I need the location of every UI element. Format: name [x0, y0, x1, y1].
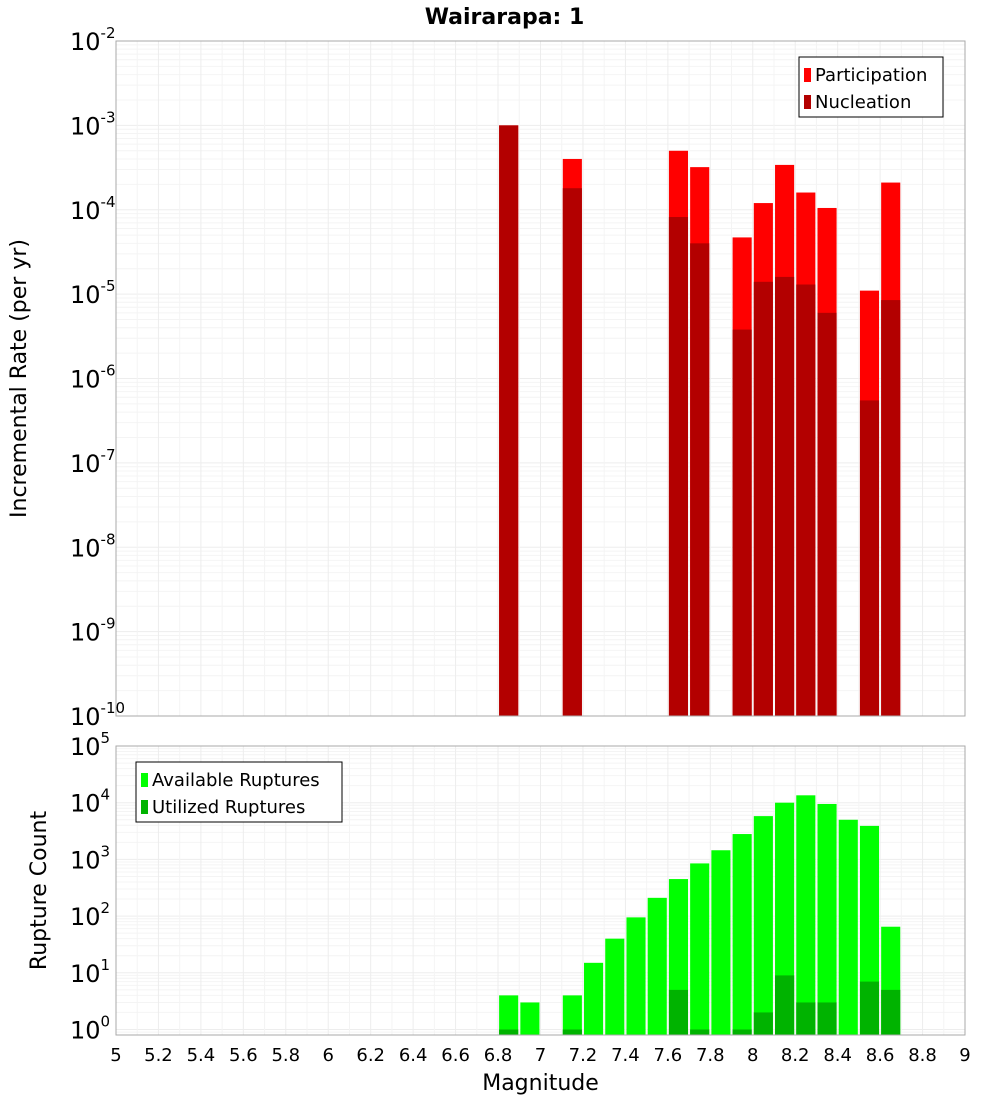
- bar-utilized-ruptures: [753, 1012, 773, 1035]
- chart-panel-2: 100 101 102 103 104 105 Rupture Count 5 5.2 5.4 5.…: [27, 729, 971, 1096]
- x-tick-label: 6.8: [484, 1045, 513, 1066]
- plot-frame: [115, 40, 966, 717]
- y-tick-label: 10-4: [70, 193, 116, 225]
- plot-frame: [115, 745, 966, 1036]
- y-axis-title: Incremental Rate (per yr): [7, 239, 32, 518]
- bar-available-ruptures: [520, 1002, 540, 1035]
- x-tick-label: 8.8: [908, 1045, 937, 1066]
- y-tick-label: 102: [70, 899, 110, 931]
- x-tick-label: 6.4: [399, 1045, 428, 1066]
- x-tick-label: 5.8: [271, 1045, 300, 1066]
- legend-swatch: [804, 95, 811, 109]
- bar-nucleation: [499, 125, 519, 716]
- bar-nucleation: [753, 281, 773, 716]
- y-tick-label: 101: [70, 956, 110, 988]
- x-tick-label: 6.6: [441, 1045, 470, 1066]
- legend-swatch: [141, 800, 148, 814]
- y-tick-label: 105: [70, 729, 110, 761]
- x-tick-label: 8: [747, 1045, 758, 1066]
- x-tick-label: 5.4: [187, 1045, 216, 1066]
- legend-box: [798, 56, 944, 118]
- y-axis-title: Rupture Count: [27, 811, 52, 971]
- bar-available-ruptures: [605, 938, 625, 1035]
- bar-nucleation: [668, 217, 689, 716]
- legend-label: Utilized Ruptures: [152, 797, 305, 818]
- x-tick-label: 7.8: [696, 1045, 725, 1066]
- x-tick-label: 8.4: [823, 1045, 852, 1066]
- x-tick-label: 7: [535, 1045, 546, 1066]
- x-tick-label: 7.2: [569, 1045, 598, 1066]
- y-tick-label: 103: [70, 842, 110, 874]
- bar-nucleation: [775, 276, 795, 716]
- x-tick-label: 5: [110, 1045, 121, 1066]
- y-tick-label: 10-2: [70, 24, 116, 56]
- legend-label: Available Ruptures: [152, 770, 320, 791]
- y-tick-label: 10-6: [70, 362, 116, 394]
- y-tick-label: 10-8: [70, 530, 116, 562]
- bar-utilized-ruptures: [499, 1029, 519, 1035]
- y-tick-label: 10-3: [70, 108, 116, 140]
- bar-available-ruptures: [690, 863, 710, 1035]
- x-tick-label: 9: [959, 1045, 970, 1066]
- bar-available-ruptures: [796, 795, 816, 1035]
- chart-title: Wairarapa: 1: [425, 5, 585, 30]
- x-tick-label: 5.6: [229, 1045, 258, 1066]
- bar-utilized-ruptures: [775, 975, 795, 1035]
- bar-available-ruptures: [838, 819, 858, 1035]
- bar-available-ruptures: [626, 917, 646, 1035]
- bar-utilized-ruptures: [881, 989, 901, 1035]
- bar-nucleation: [859, 400, 880, 716]
- bar-available-ruptures: [584, 962, 604, 1035]
- x-tick-label: 6: [323, 1045, 334, 1066]
- y-tick-label: 10-7: [70, 446, 116, 478]
- y-tick-label: 10-5: [70, 277, 116, 309]
- bar-nucleation: [690, 243, 710, 717]
- x-tick-label: 8.6: [866, 1045, 895, 1066]
- bar-available-ruptures: [753, 816, 773, 1035]
- legend-swatch: [804, 68, 811, 82]
- y-tick-label: 10-9: [70, 615, 116, 647]
- legend: Available Ruptures Utilized Ruptures: [135, 761, 343, 823]
- x-axis-title: Magnitude: [482, 1071, 599, 1096]
- x-tick-label: 7.6: [654, 1045, 683, 1066]
- bar-available-ruptures: [711, 850, 731, 1035]
- y-tick-label: 100: [70, 1013, 110, 1045]
- legend-box: [135, 761, 343, 823]
- bar-nucleation: [562, 188, 582, 717]
- bar-nucleation: [817, 312, 837, 716]
- bar-utilized-ruptures: [562, 1029, 582, 1035]
- legend-label: Nucleation: [815, 92, 911, 113]
- x-tick-label: 6.2: [356, 1045, 385, 1066]
- bar-nucleation: [796, 284, 816, 716]
- x-tick-label: 8.2: [781, 1045, 810, 1066]
- bar-utilized-ruptures: [690, 1029, 710, 1035]
- bar-available-ruptures: [647, 897, 667, 1035]
- bar-available-ruptures: [732, 834, 752, 1035]
- bar-utilized-ruptures: [796, 1002, 816, 1035]
- bar-available-ruptures: [499, 995, 519, 1035]
- bar-utilized-ruptures: [817, 1002, 837, 1035]
- bar-utilized-ruptures: [859, 981, 880, 1035]
- legend-swatch: [141, 773, 148, 787]
- x-tick-label: 5.2: [144, 1045, 173, 1066]
- y-tick-label: 104: [70, 786, 110, 818]
- chart-panel-1: 10-10 10-9 10-8 10-7 10-6 10-5 10-4 10-3 10-2 Inc…: [7, 5, 966, 731]
- bar-nucleation: [881, 300, 901, 716]
- legend: Participation Nucleation: [798, 56, 944, 118]
- bar-utilized-ruptures: [668, 989, 689, 1035]
- bar-available-ruptures: [562, 995, 582, 1035]
- bar-utilized-ruptures: [732, 1029, 752, 1035]
- bar-available-ruptures: [817, 803, 837, 1035]
- legend-label: Participation: [815, 65, 927, 86]
- x-tick-label: 7.4: [611, 1045, 640, 1066]
- y-tick-label: 10-10: [70, 699, 125, 731]
- bar-nucleation: [732, 329, 752, 716]
